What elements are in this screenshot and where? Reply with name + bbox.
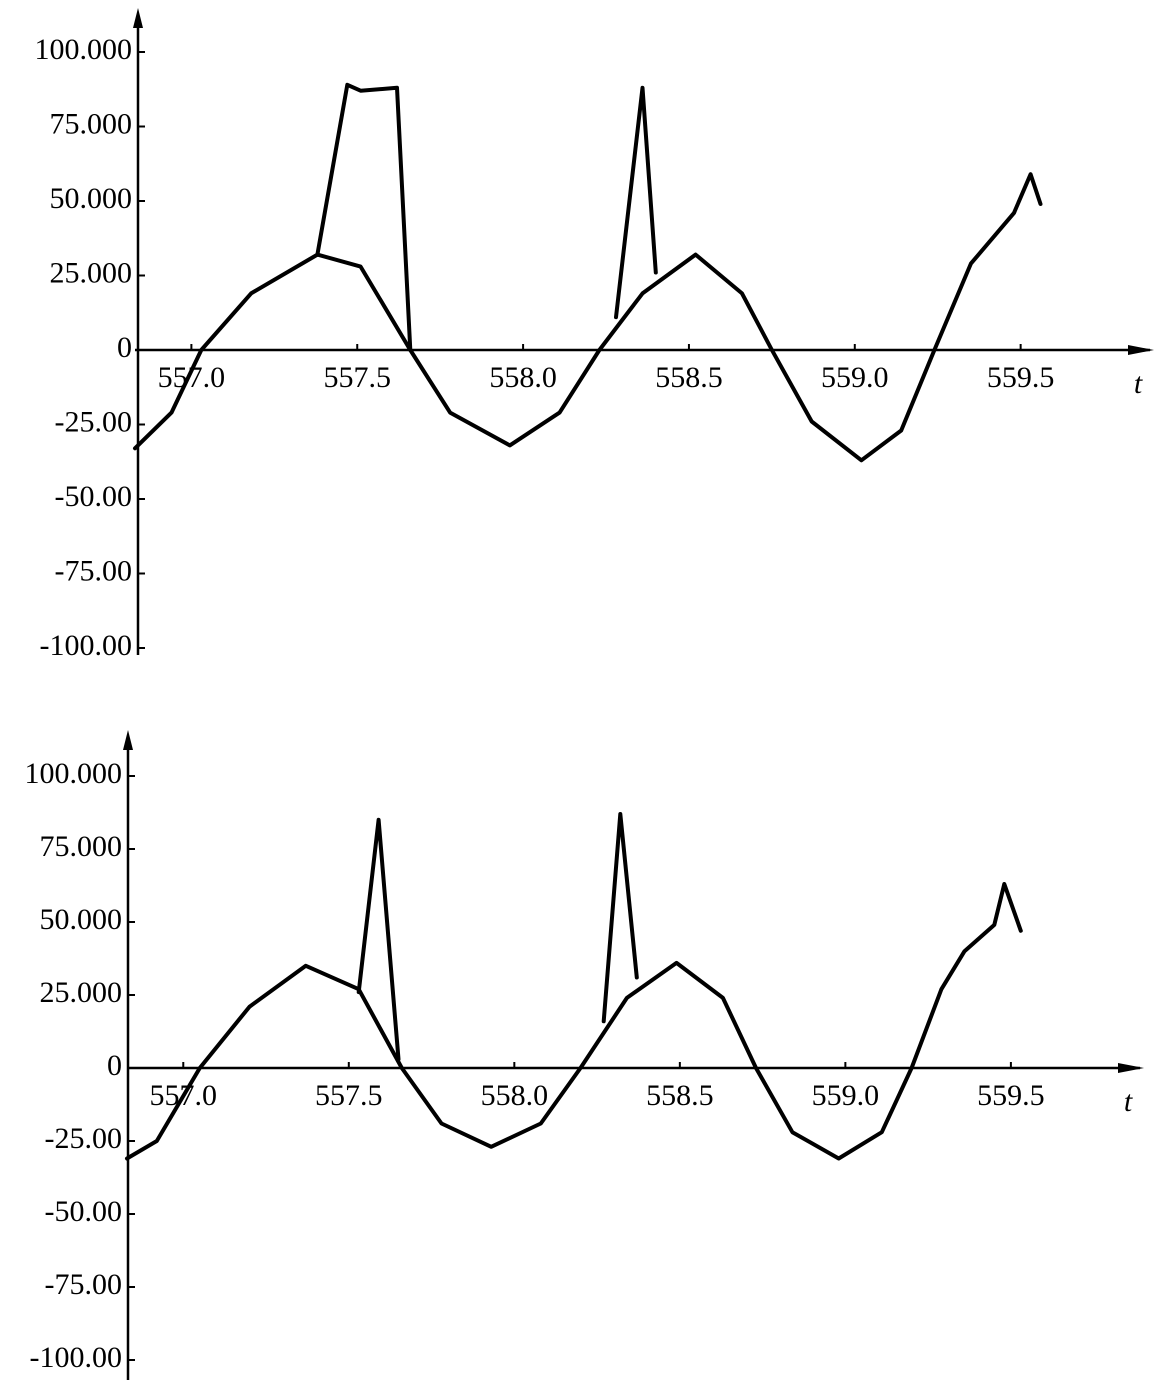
y-tick-label: -75.00 [55,554,133,587]
x-axis-label: t [1124,1085,1133,1118]
data-line [315,82,413,352]
data-line [601,812,639,1024]
y-tick-label: -25.00 [45,1122,123,1155]
x-axis-arrow [1128,345,1154,355]
x-tick-label: 557.5 [323,361,391,394]
y-tick-label: 100.000 [35,33,133,66]
y-tick-label: -100.00 [30,1341,123,1374]
x-tick-label: 557.5 [315,1079,383,1112]
data-line [133,172,1043,463]
y-tick-label: 25.000 [40,976,123,1009]
x-axis-label: t [1134,367,1143,400]
x-tick-label: 559.0 [821,361,889,394]
y-tick-label: 50.000 [40,903,123,936]
y-axis-arrow [123,730,133,750]
y-tick-label: 0 [117,331,132,364]
x-axis-arrow [1118,1063,1144,1073]
y-tick-label: 0 [107,1049,122,1082]
y-tick-label: 50.000 [50,182,133,215]
y-tick-label: 75.000 [50,107,133,140]
y-tick-label: 75.000 [40,830,123,863]
x-tick-label: 558.5 [655,361,723,394]
data-line [356,817,401,1062]
x-tick-label: 558.0 [489,361,557,394]
x-tick-label: 559.5 [987,361,1055,394]
y-tick-label: 100.000 [25,757,123,790]
x-tick-label: 558.0 [481,1079,549,1112]
y-tick-label: -25.00 [55,405,133,438]
y-tick-label: -75.00 [45,1268,123,1301]
y-axis-arrow [133,8,143,28]
data-line [614,85,658,320]
y-tick-label: -50.00 [55,480,133,513]
x-tick-label: 558.5 [646,1079,714,1112]
x-tick-label: 559.0 [812,1079,880,1112]
data-line [125,882,1023,1161]
y-tick-label: 25.000 [50,256,133,289]
x-tick-label: 559.5 [977,1079,1045,1112]
x-tick-label: 557.0 [158,361,226,394]
y-tick-label: -50.00 [45,1195,123,1228]
y-tick-label: -100.00 [40,629,133,662]
